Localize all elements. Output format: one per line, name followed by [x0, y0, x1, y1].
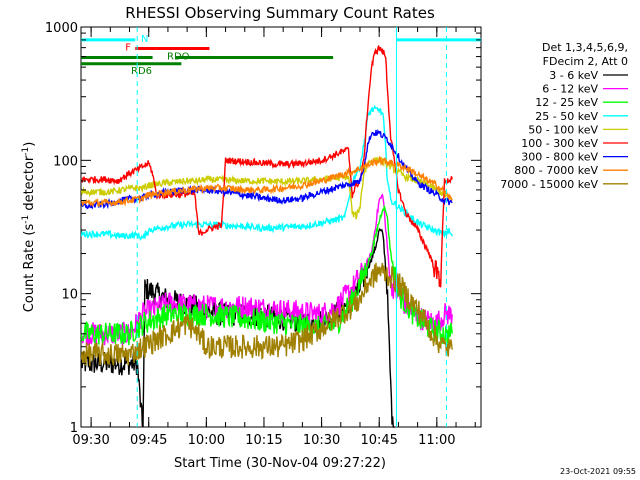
- state-bars: NF RDO RD6: [81, 34, 481, 77]
- x-tick-label-10-15: 10:15: [245, 433, 282, 448]
- legend-label-800-7000-kev: 800 - 7000 keV: [514, 164, 598, 177]
- series-layer: [80, 45, 453, 428]
- series-50-100-kev: [80, 156, 453, 220]
- legend-label-12-25-kev: 12 - 25 keV: [535, 96, 598, 109]
- x-tick-label-11-00: 11:00: [418, 433, 455, 448]
- series-7000-15000-kev: [80, 262, 453, 367]
- y-tick-label-10: 10: [61, 288, 78, 303]
- y-tick-label-1: 1: [70, 421, 78, 436]
- state-label-n: N: [141, 34, 148, 45]
- x-axis-label: Start Time (30-Nov-04 09:27:22): [174, 456, 386, 471]
- legend-header-line-2: FDecim 2, Att 0: [543, 55, 628, 68]
- state-label-rd6: RD6: [131, 66, 152, 77]
- state-label-rdo: RDO: [167, 52, 190, 63]
- legend-label-3-6-kev: 3 - 6 keV: [549, 69, 598, 82]
- legend-label-100-300-kev: 100 - 300 keV: [521, 137, 598, 150]
- legend-label-25-50-kev: 25 - 50 keV: [535, 110, 598, 123]
- x-tick-label-09-30: 09:30: [72, 433, 109, 448]
- legend-label-300-800-kev: 300 - 800 keV: [521, 151, 598, 164]
- state-label-f: F: [125, 42, 131, 53]
- x-tick-label-10-30: 10:30: [303, 433, 340, 448]
- y-tick-label-1000: 1000: [45, 21, 78, 36]
- chart-title: RHESSI Observing Summary Count Rates: [125, 4, 435, 22]
- vertical-markers: [136, 27, 447, 427]
- series-800-7000-kev: [81, 155, 453, 208]
- y-tick-label-100: 100: [53, 154, 78, 169]
- x-tick-label-09-45: 09:45: [130, 433, 167, 448]
- x-tick-label-10-45: 10:45: [360, 433, 397, 448]
- x-tick-label-10-00: 10:00: [188, 433, 225, 448]
- timestamp: 23-Oct-2021 09:55: [560, 467, 636, 476]
- axes: 09:30 09:45 10:00 10:15 10:30 10:45 11:00 1 10 10…: [45, 21, 481, 448]
- y-axis-label: Count Rate (s-1 detector-1): [21, 142, 37, 313]
- series-25-50-kev: [80, 104, 453, 241]
- legend-label-7000-15000-kev: 7000 - 15000 keV: [500, 178, 598, 191]
- series-100-300-kev: [80, 45, 453, 288]
- plot-area: [80, 26, 482, 428]
- legend-header-line-1: Det 1,3,4,5,6,9,: [542, 41, 628, 54]
- legend-label-6-12-kev: 6 - 12 keV: [542, 83, 598, 96]
- legend-label-50-100-kev: 50 - 100 keV: [528, 123, 598, 136]
- series-12-25-kev: [80, 204, 453, 346]
